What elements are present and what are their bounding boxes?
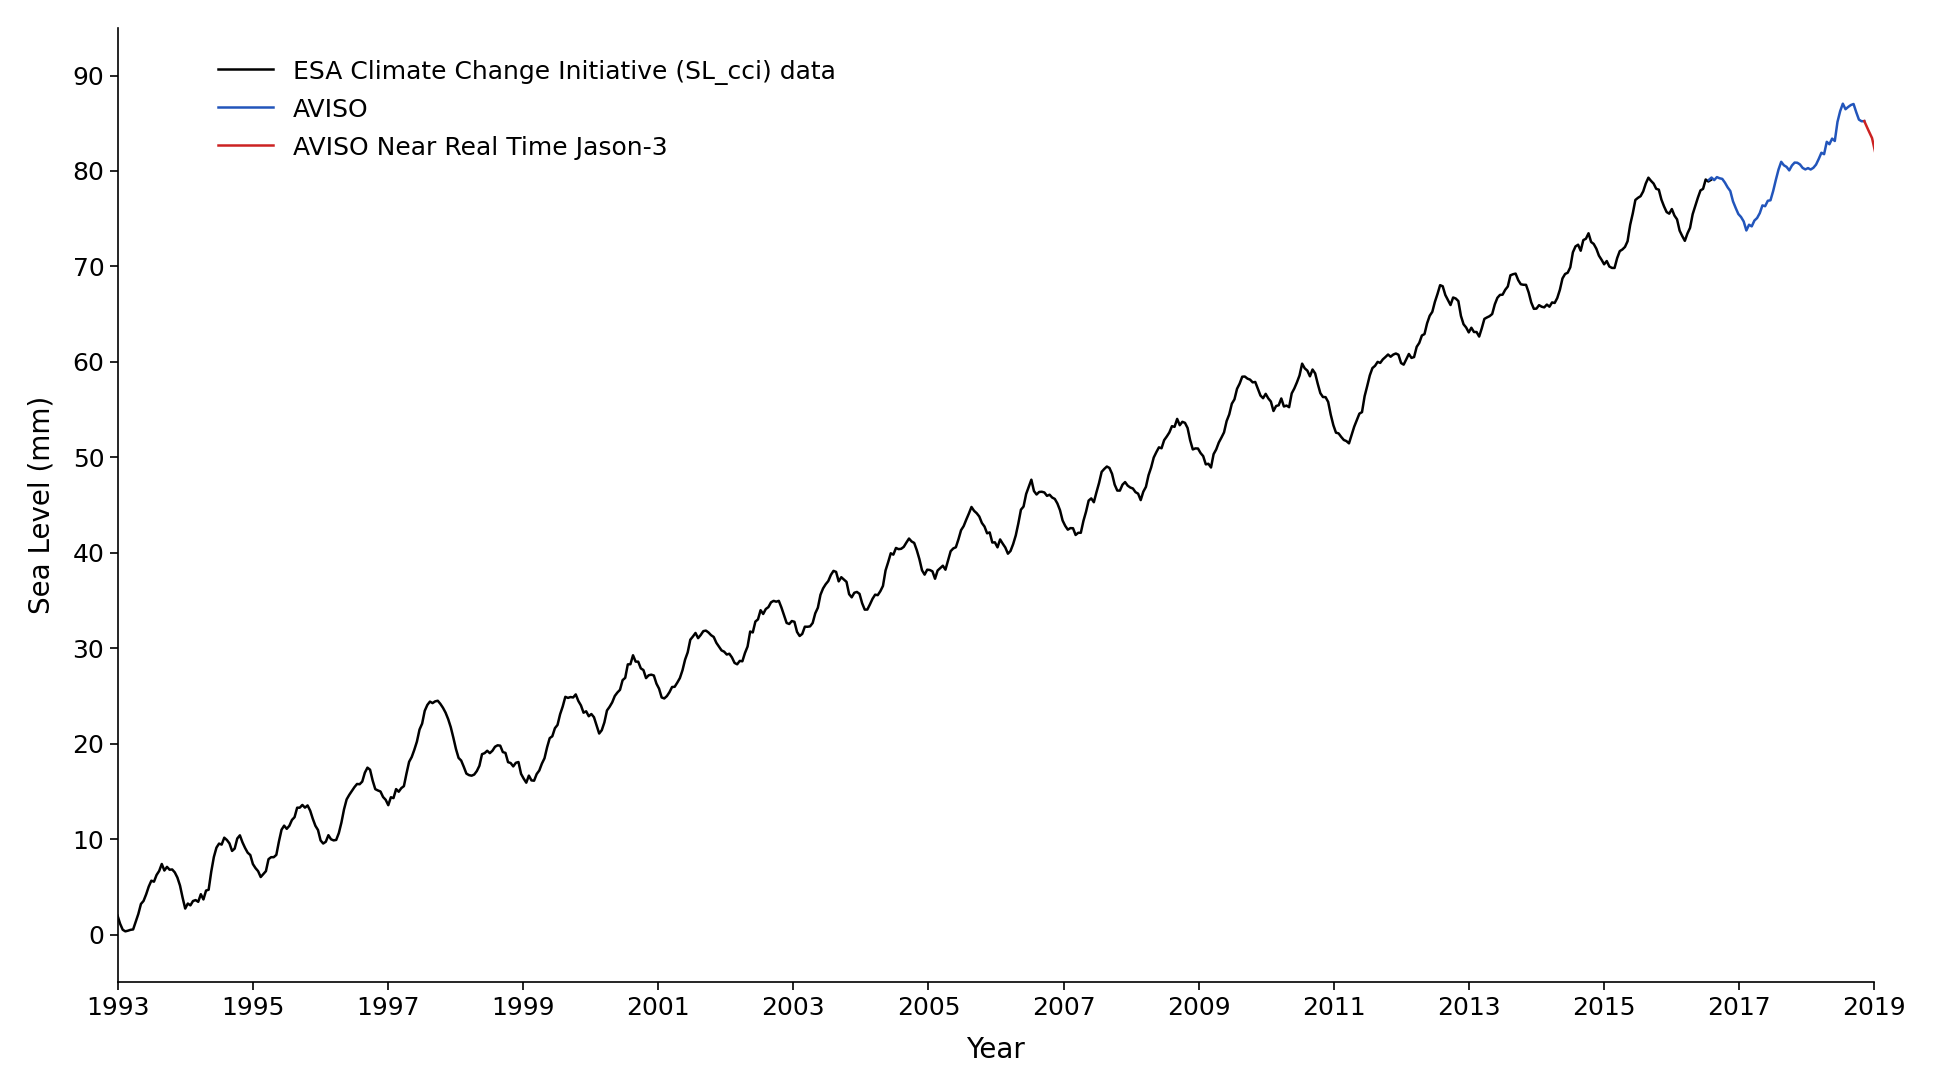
ESA Climate Change Initiative (SL_cci) data <box>1354 390 1377 403</box>
ESA Climate Change Initiative (SL_cci) data <box>1636 171 1659 185</box>
Line: ESA Climate Change Initiative (SL_cci) data: ESA Climate Change Initiative (SL_cci) d… <box>118 178 1712 931</box>
AVISO Near Real Time Jason-3 <box>1861 131 1884 144</box>
ESA Climate Change Initiative (SL_cci) data <box>847 587 870 601</box>
AVISO <box>1853 115 1876 128</box>
Line: AVISO: AVISO <box>1710 104 1864 230</box>
AVISO Near Real Time Jason-3 <box>1853 115 1876 128</box>
AVISO <box>1735 224 1758 237</box>
AVISO <box>1721 194 1744 207</box>
AVISO <box>1698 174 1721 187</box>
AVISO <box>1702 174 1725 187</box>
AVISO Near Real Time Jason-3 <box>1857 123 1880 136</box>
ESA Climate Change Initiative (SL_cci) data <box>106 909 130 922</box>
AVISO Near Real Time Jason-3 <box>1868 139 1891 152</box>
ESA Climate Change Initiative (SL_cci) data <box>114 925 137 938</box>
ESA Climate Change Initiative (SL_cci) data <box>1700 174 1723 187</box>
AVISO <box>1831 97 1855 110</box>
Y-axis label: Sea Level (mm): Sea Level (mm) <box>27 396 56 614</box>
ESA Climate Change Initiative (SL_cci) data <box>441 732 464 745</box>
AVISO Near Real Time Jason-3 <box>1864 150 1888 163</box>
AVISO <box>1741 219 1764 233</box>
AVISO <box>1714 176 1737 189</box>
ESA Climate Change Initiative (SL_cci) data <box>1329 430 1352 443</box>
Line: AVISO Near Real Time Jason-3: AVISO Near Real Time Jason-3 <box>1864 121 1880 156</box>
X-axis label: Year: Year <box>967 1036 1025 1065</box>
ESA Climate Change Initiative (SL_cci) data <box>1514 278 1538 292</box>
AVISO <box>1812 147 1835 161</box>
ESA Climate Change Initiative (SL_cci) data <box>447 751 470 764</box>
Legend: ESA Climate Change Initiative (SL_cci) data, AVISO, AVISO Near Real Time Jason-3: ESA Climate Change Initiative (SL_cci) d… <box>219 59 835 159</box>
AVISO <box>1781 159 1804 173</box>
